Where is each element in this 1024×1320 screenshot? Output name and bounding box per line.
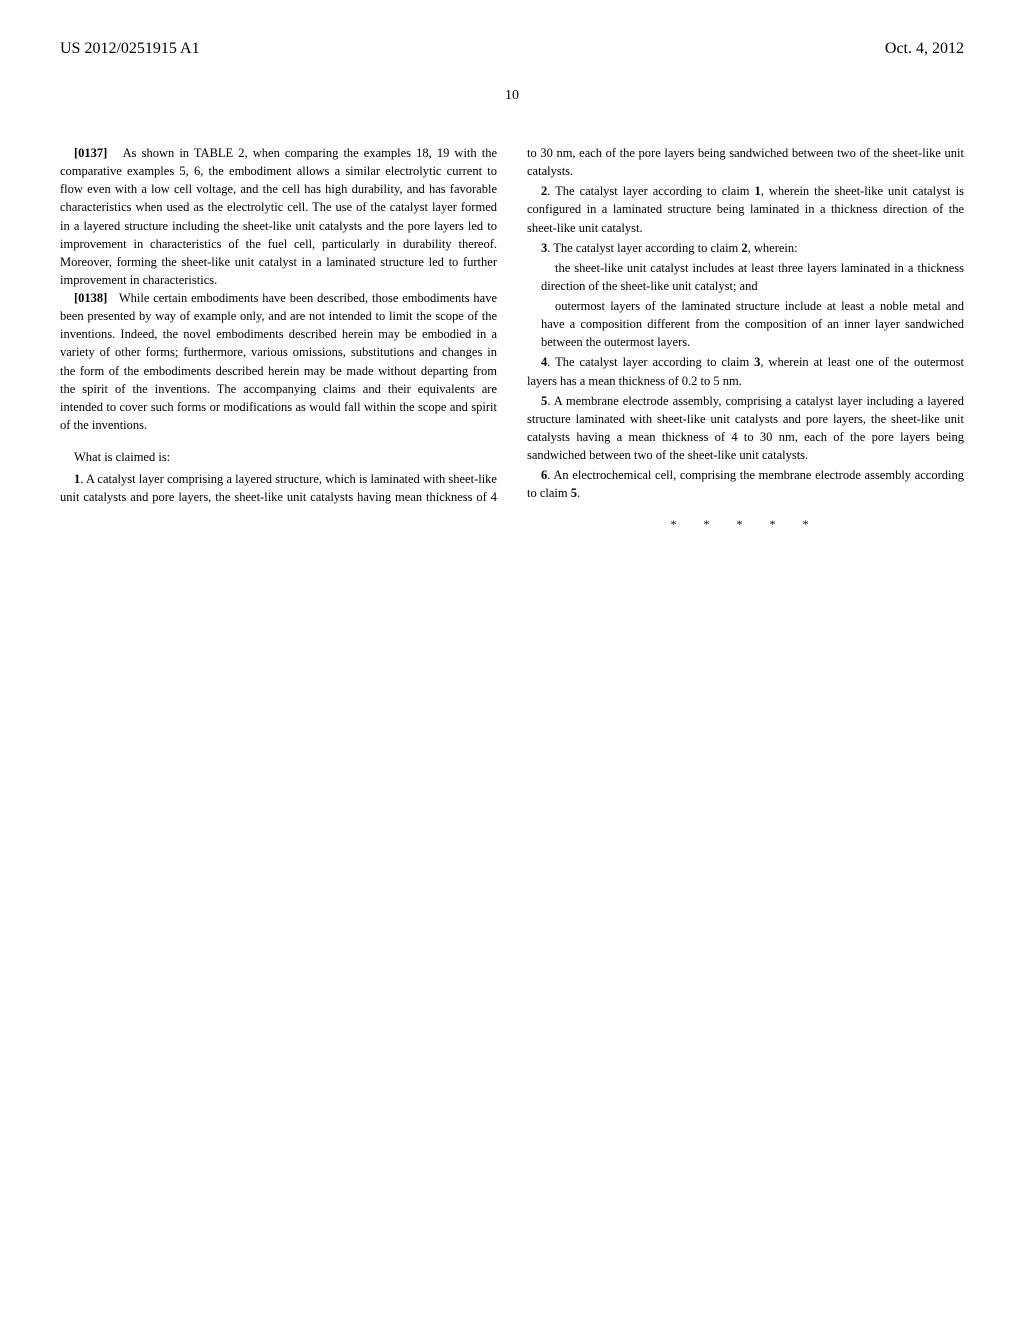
- page-number: 10: [60, 88, 964, 104]
- document-header: US 2012/0251915 A1 Oct. 4, 2012: [60, 40, 964, 58]
- claim-3-sub1: the sheet-like unit catalyst includes at…: [527, 259, 964, 295]
- claim-text: . The catalyst layer according to claim: [547, 355, 754, 369]
- claim-5: 5. A membrane electrode assembly, compri…: [527, 392, 964, 465]
- paragraph-137: [0137] As shown in TABLE 2, when compari…: [60, 144, 497, 289]
- claim-2: 2. The catalyst layer according to claim…: [527, 182, 964, 236]
- claim-text: . A membrane electrode assembly, compris…: [527, 394, 964, 462]
- claim-3: 3. The catalyst layer according to claim…: [527, 239, 964, 257]
- claim-text: . An electrochemical cell, comprising th…: [527, 468, 964, 500]
- claim-text: . The catalyst layer according to claim: [547, 184, 754, 198]
- end-marker: * * * * *: [527, 516, 964, 533]
- para-number: [0137]: [74, 146, 107, 160]
- claim-text: . The catalyst layer according to claim: [547, 241, 741, 255]
- claim-text-2: , wherein:: [748, 241, 798, 255]
- claim-6: 6. An electrochemical cell, comprising t…: [527, 466, 964, 502]
- document-content: [0137] As shown in TABLE 2, when compari…: [60, 144, 964, 534]
- claim-text-2: .: [577, 486, 580, 500]
- para-text: While certain embodiments have been desc…: [60, 291, 497, 432]
- claim-4: 4. The catalyst layer according to claim…: [527, 353, 964, 389]
- publication-number: US 2012/0251915 A1: [60, 40, 200, 58]
- para-text: As shown in TABLE 2, when comparing the …: [60, 146, 497, 287]
- claims-header: What is claimed is:: [60, 448, 497, 466]
- publication-date: Oct. 4, 2012: [885, 40, 964, 58]
- claim-3-sub2: outermost layers of the laminated struct…: [527, 297, 964, 351]
- para-number: [0138]: [74, 291, 107, 305]
- paragraph-138: [0138] While certain embodiments have be…: [60, 289, 497, 434]
